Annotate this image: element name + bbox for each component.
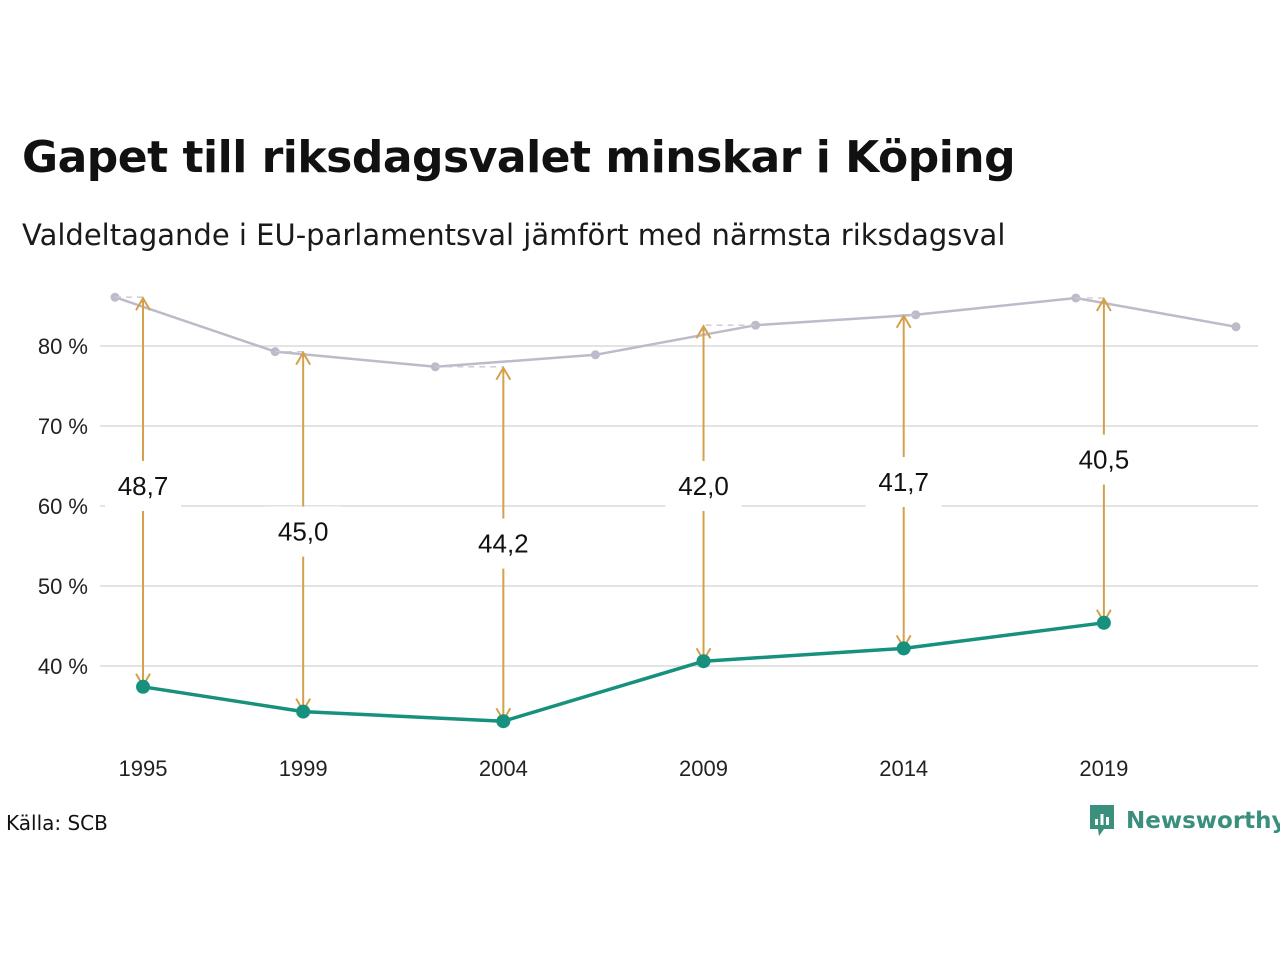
chart-subtitle: Valdeltagande i EU-parlamentsval jämfört… xyxy=(22,218,1006,252)
eu-point xyxy=(696,654,711,669)
newsworthy-logo-icon xyxy=(1090,805,1114,836)
gap-label: 40,5 xyxy=(1079,445,1130,475)
riksdag-point xyxy=(1231,322,1241,332)
riksdag-point xyxy=(590,350,600,360)
gap-label: 42,0 xyxy=(678,471,729,501)
brand-logo: Newsworthy xyxy=(1088,803,1280,839)
eu-point xyxy=(1096,615,1111,630)
chart-title: Gapet till riksdagsvalet minskar i Köpin… xyxy=(22,132,1016,183)
gap-arrows xyxy=(115,296,1112,723)
gap-arrow-head-top xyxy=(895,313,912,329)
brand-name: Newsworthy xyxy=(1126,808,1280,834)
gap-label: 44,2 xyxy=(478,529,529,559)
gap-arrow-head-top xyxy=(135,296,151,311)
gap-label-background xyxy=(665,461,742,511)
gap-label-background xyxy=(865,457,942,507)
eu-point xyxy=(896,641,911,656)
x-tick-label: 2004 xyxy=(479,756,528,781)
y-tick-label: 40 % xyxy=(38,654,88,679)
y-tick-label: 80 % xyxy=(38,334,88,359)
y-tick-label: 60 % xyxy=(38,494,88,519)
gap-labels: 48,7 45,0 44,2 42,0 41,7 40,5 xyxy=(105,434,1142,569)
eu-point xyxy=(296,704,311,719)
source-note: Källa: SCB xyxy=(6,811,108,835)
x-axis-ticks: 1995 1999 2004 2009 2014 2019 xyxy=(119,756,1129,781)
gap-arrow-head-top xyxy=(495,365,512,381)
gap-label: 48,7 xyxy=(118,471,169,501)
gap-label-background xyxy=(105,461,182,511)
x-tick-label: 1999 xyxy=(279,756,328,781)
x-tick-label: 2019 xyxy=(1079,756,1128,781)
x-tick-label: 2014 xyxy=(879,756,928,781)
x-tick-label: 2009 xyxy=(679,756,728,781)
eu-line xyxy=(142,621,1105,723)
eu-point xyxy=(136,679,151,694)
gap-label: 41,7 xyxy=(878,467,929,497)
eu-point xyxy=(496,714,511,729)
riksdag-line xyxy=(114,296,1237,369)
gap-label: 45,0 xyxy=(278,517,329,547)
x-tick-label: 1995 xyxy=(119,756,168,781)
gap-label-background xyxy=(1065,434,1142,485)
gap-arrow-head-top xyxy=(1096,297,1112,312)
y-tick-label: 50 % xyxy=(38,574,88,599)
y-tick-label: 70 % xyxy=(38,414,88,439)
gap-label-background xyxy=(265,506,342,557)
y-axis-ticks: 40 % 50 % 60 % 70 % 80 % xyxy=(38,334,88,679)
gap-arrow-head-top xyxy=(695,324,712,339)
gap-arrow-head-top xyxy=(295,350,312,366)
series-eu xyxy=(136,615,1111,729)
gap-label-background xyxy=(465,518,542,569)
series-riksdag xyxy=(110,292,1241,372)
